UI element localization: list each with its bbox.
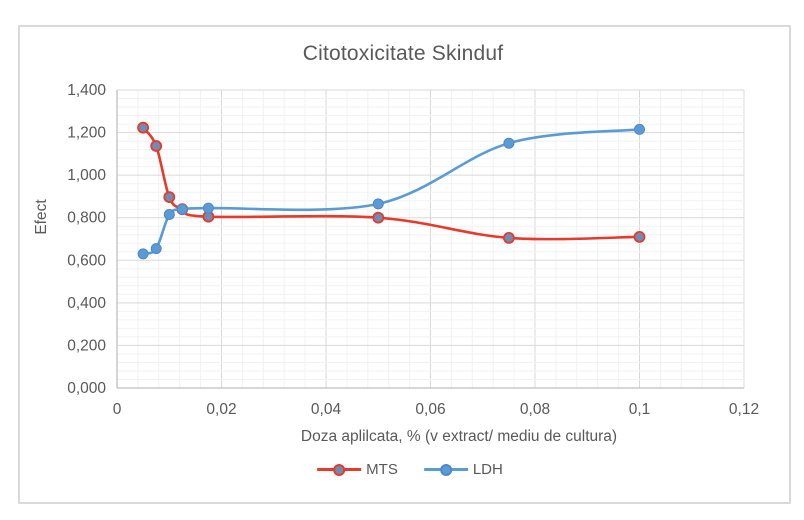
chart-title: Citotoxicitate Skinduf [302, 42, 504, 65]
data-point-ldh [202, 202, 214, 214]
x-tick-label: 0,1 [629, 401, 651, 418]
x-tick-label: 0,02 [206, 401, 236, 418]
data-point-mts [633, 230, 646, 243]
y-tick-label: 0,200 [67, 337, 106, 354]
data-point-mts [137, 121, 150, 134]
y-tick-label: 1,400 [67, 82, 106, 99]
x-tick-label: 0 [113, 401, 122, 418]
x-tick-label: 0,12 [729, 401, 759, 418]
data-point-ldh [372, 198, 384, 210]
y-tick-label: 0,000 [67, 380, 106, 397]
ldh-series-marker-icon [423, 463, 468, 476]
data-point-ldh [634, 123, 645, 135]
x-tick-label: 0,04 [311, 401, 342, 418]
data-point-mts [150, 140, 163, 152]
legend: MTS LDH [317, 461, 503, 478]
mts-series-marker-icon [317, 463, 362, 476]
chart-container[interactable] [18, 25, 791, 504]
y-tick-label: 0,800 [67, 210, 106, 227]
legend-item-ldh[interactable]: LDH [423, 461, 503, 478]
data-point-ldh [503, 137, 515, 149]
x-tick-label: 0,08 [520, 401, 550, 418]
y-tick-label: 1,000 [67, 167, 106, 184]
y-axis-title: Efect [33, 199, 50, 235]
legend-label-mts: MTS [366, 461, 398, 478]
data-point-ldh [163, 209, 175, 220]
x-tick-label: 0,06 [415, 401, 445, 418]
data-point-ldh [176, 203, 188, 215]
data-point-mts [163, 191, 176, 204]
data-point-mts [372, 211, 385, 224]
legend-item-mts[interactable]: MTS [317, 461, 398, 478]
data-point-ldh [150, 243, 162, 255]
x-axis-title: Doza aplilcata, % (v extract/ mediu de c… [300, 428, 618, 445]
y-tick-label: 0,400 [67, 295, 106, 312]
data-point-ldh [137, 248, 149, 260]
y-tick-label: 1,200 [67, 125, 106, 142]
series-line-ldh [141, 128, 641, 256]
legend-label-ldh: LDH [472, 461, 503, 478]
data-point-mts [502, 231, 515, 244]
y-tick-label: 0,600 [67, 252, 106, 269]
